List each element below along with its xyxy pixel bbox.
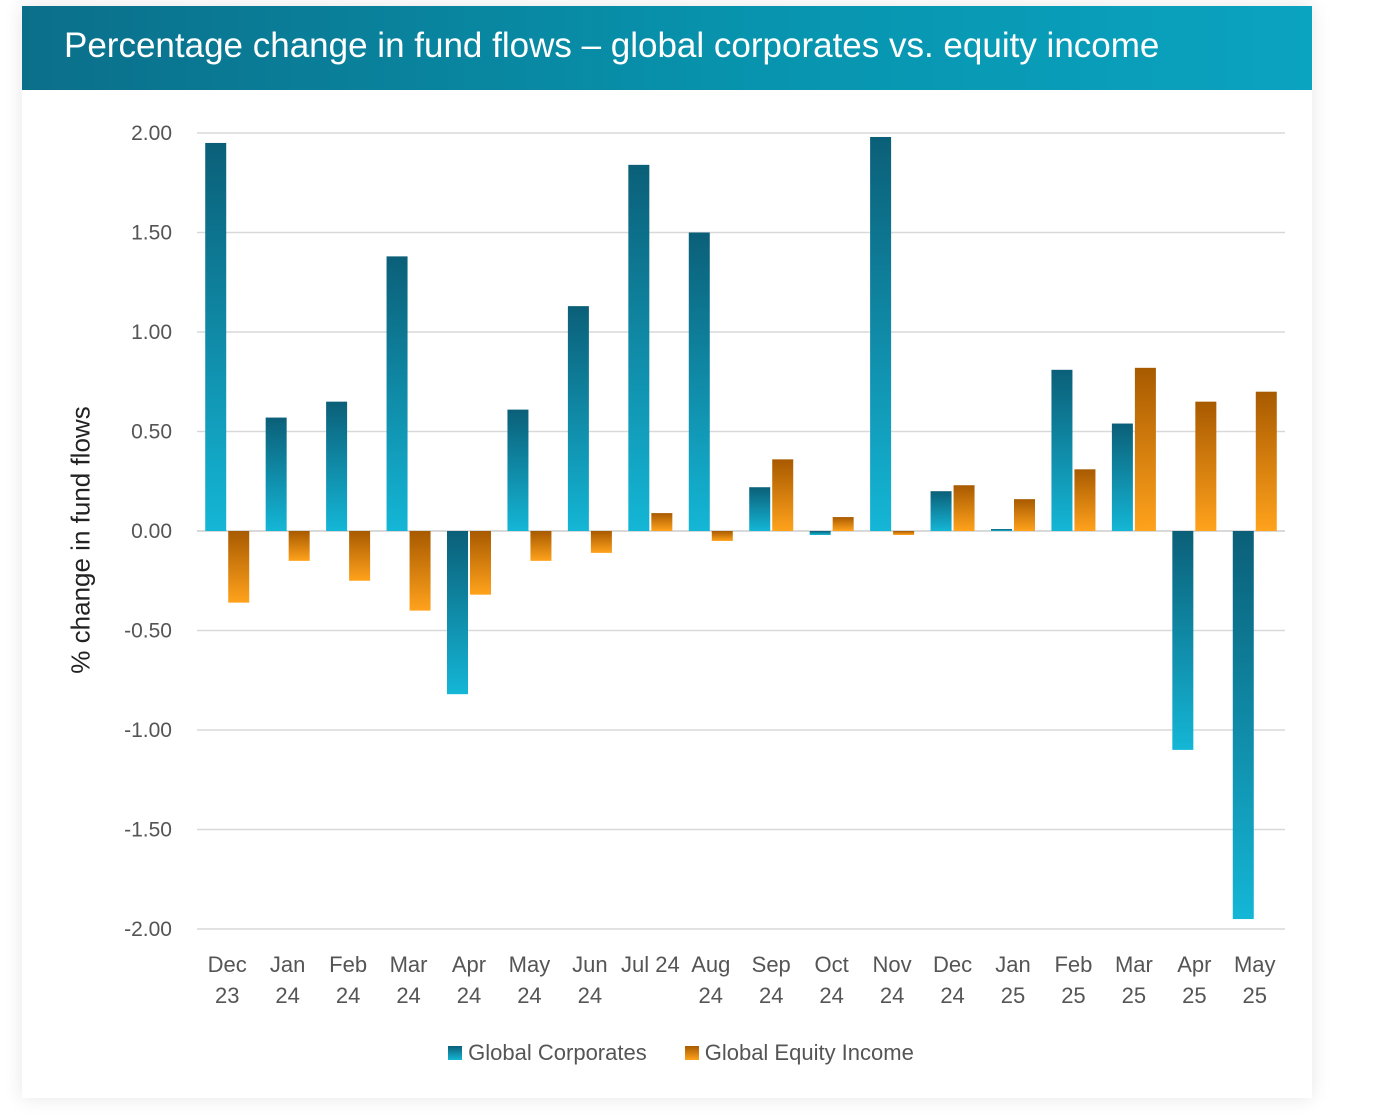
bar-series-2 [772, 459, 794, 531]
bar-series-1 [447, 531, 468, 695]
x-tick-label: Apr 24 [452, 952, 486, 1008]
bar-series-1 [930, 491, 952, 531]
x-tick-label: Oct 24 [815, 952, 849, 1008]
bar-series-1 [809, 531, 831, 535]
bar-series-1 [386, 256, 408, 531]
y-tick-label: 2.00 [131, 122, 172, 145]
x-tick-label: Jan 25 [995, 952, 1030, 1008]
bar-series-2 [651, 513, 673, 531]
legend-label-series-2: Global Equity Income [704, 1040, 914, 1065]
title-bar: Percentage change in fund flows – global… [22, 6, 1312, 90]
legend-swatch-series-2 [684, 1046, 699, 1060]
x-tick-label: Jan 24 [270, 952, 305, 1008]
x-tick-label: Jun 24 [572, 952, 607, 1008]
x-tick-label: Mar 25 [1115, 952, 1153, 1008]
bar-series-1 [688, 232, 710, 531]
y-tick-label: 0.50 [131, 421, 172, 444]
bar-series-1 [265, 417, 287, 531]
bar-series-2 [409, 531, 431, 611]
x-tick-label: May 24 [509, 952, 551, 1008]
bar-series-1 [991, 529, 1012, 531]
legend-swatch-series-1 [448, 1046, 463, 1060]
y-tick-label: -0.50 [124, 620, 172, 643]
bar-series-1 [749, 487, 771, 531]
x-tick-label: Dec 24 [933, 952, 972, 1008]
bar-series-1 [567, 306, 589, 531]
bar-series-1 [326, 401, 348, 531]
y-tick-label: -1.00 [124, 719, 172, 742]
bar-series-1 [870, 136, 892, 532]
bar-series-2 [1134, 367, 1156, 531]
bar-series-2 [1195, 401, 1217, 531]
x-tick-label: Apr 25 [1177, 952, 1211, 1008]
chart-title: Percentage change in fund flows – global… [64, 26, 1160, 65]
bar-series-2 [349, 531, 371, 581]
bar-series-2 [893, 531, 915, 535]
bar-series-2 [228, 531, 250, 603]
bar-series-2 [288, 531, 310, 561]
bar-series-1 [1172, 531, 1194, 750]
y-tick-label: 0.00 [131, 520, 172, 543]
x-tick-label: May 25 [1234, 952, 1276, 1008]
x-tick-label: Feb 25 [1054, 952, 1092, 1008]
legend-label-series-1: Global Corporates [468, 1040, 647, 1065]
y-tick-label: -2.00 [124, 918, 172, 941]
bar-series-1 [1232, 531, 1254, 920]
x-tick-label: Mar 24 [390, 952, 428, 1008]
bar-series-1 [1111, 423, 1133, 531]
x-tick-label: Jul 24 [621, 952, 680, 977]
bar-series-2 [590, 531, 612, 553]
bar-series-2 [1255, 391, 1277, 531]
legend-item-series-1: Global Corporates [448, 1040, 647, 1066]
bar-series-2 [1014, 499, 1035, 531]
legend: Global Corporates Global Equity Income [0, 1040, 1362, 1066]
x-tick-label: Aug 24 [691, 952, 730, 1008]
bar-series-1 [205, 142, 227, 531]
y-tick-label: 1.00 [131, 321, 172, 344]
bar-series-2 [711, 531, 733, 541]
bar-series-1 [507, 409, 529, 531]
y-tick-label: 1.50 [131, 222, 172, 245]
bar-series-2 [1074, 469, 1096, 531]
bar-series-2 [530, 531, 552, 561]
bar-series-1 [1051, 369, 1073, 531]
x-tick-label: Nov 24 [873, 952, 912, 1008]
x-tick-label: Dec 23 [208, 952, 247, 1008]
y-tick-label: -1.50 [124, 819, 172, 842]
legend-item-series-2: Global Equity Income [684, 1040, 914, 1066]
bar-series-2 [953, 485, 975, 531]
bar-series-1 [628, 164, 650, 531]
x-tick-label: Sep 24 [752, 952, 791, 1008]
x-tick-label: Feb 24 [329, 952, 367, 1008]
bar-series-2 [470, 531, 491, 595]
bar-series-2 [832, 517, 854, 531]
